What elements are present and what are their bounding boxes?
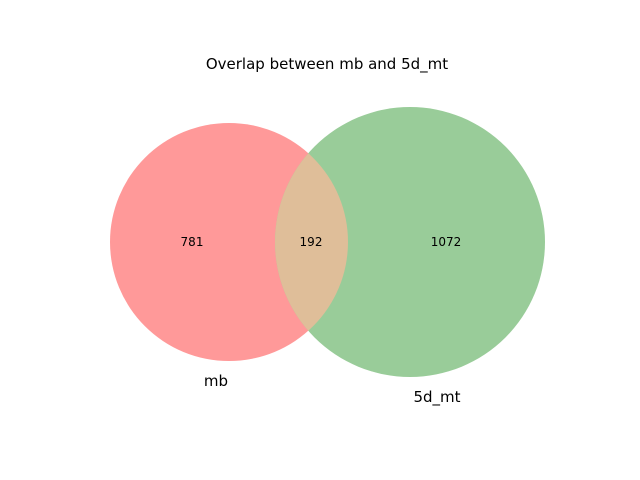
set-a-label: mb	[204, 372, 228, 390]
diagram-title: Overlap between mb and 5d_mt	[206, 55, 448, 74]
set-a-only-count: 781	[181, 235, 204, 249]
set-b-circle	[275, 107, 545, 377]
set-a-circle	[110, 123, 348, 361]
set-b-only-count: 1072	[431, 235, 462, 249]
intersection-count: 192	[300, 235, 323, 249]
set-b-label: 5d_mt	[413, 388, 460, 407]
